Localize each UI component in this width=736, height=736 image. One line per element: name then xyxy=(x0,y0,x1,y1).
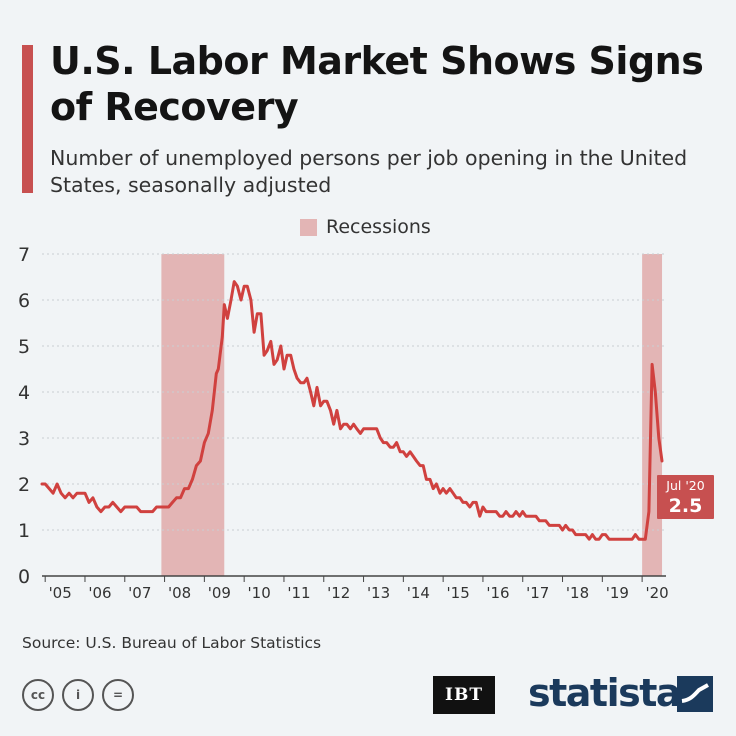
x-tick-label: '18 xyxy=(566,584,589,602)
callout-value: 2.5 xyxy=(669,495,703,517)
x-tick-label: '19 xyxy=(606,584,629,602)
last-value-callout xyxy=(657,475,714,519)
ibt-logo: IBT xyxy=(433,676,495,714)
x-tick-label: '10 xyxy=(248,584,271,602)
callout-date: Jul '20 xyxy=(665,478,704,493)
recession-band-0 xyxy=(161,254,225,576)
x-tick-label: '14 xyxy=(407,584,430,602)
no-derivatives-icon: = xyxy=(102,679,134,711)
x-tick-label: '16 xyxy=(486,584,509,602)
y-tick-label: 2 xyxy=(18,474,30,496)
statista-logo-icon xyxy=(677,676,713,712)
chart-title: U.S. Labor Market Shows Signs of Recover… xyxy=(50,39,704,129)
x-tick-label: '13 xyxy=(367,584,390,602)
source-note: Source: U.S. Bureau of Labor Statistics xyxy=(22,634,322,652)
x-tick-label: '08 xyxy=(168,584,191,602)
y-tick-label: 4 xyxy=(18,382,30,404)
x-tick-label: '05 xyxy=(49,584,72,602)
statista-logo: statista xyxy=(528,671,682,715)
x-tick-label: '17 xyxy=(526,584,549,602)
y-tick-label: 3 xyxy=(18,428,30,450)
legend-recession-swatch xyxy=(300,218,317,236)
y-tick-label: 5 xyxy=(18,336,30,358)
y-tick-label: 1 xyxy=(18,520,30,542)
chart-subtitle: Number of unemployed persons per job ope… xyxy=(50,146,688,197)
legend-recession-label: Recessions xyxy=(326,216,431,238)
x-tick-label: '09 xyxy=(208,584,231,602)
x-tick-label: '20 xyxy=(646,584,669,602)
license-icons: cc i = xyxy=(22,679,134,711)
x-tick-label: '11 xyxy=(287,584,310,602)
y-tick-label: 0 xyxy=(18,566,30,588)
attribution-icon: i xyxy=(62,679,94,711)
series-line xyxy=(40,280,664,541)
x-tick-label: '07 xyxy=(128,584,151,602)
x-tick-label: '15 xyxy=(447,584,470,602)
x-tick-label: '12 xyxy=(327,584,350,602)
y-tick-label: 6 xyxy=(18,290,30,312)
legend: Recessions xyxy=(300,215,431,239)
y-tick-label: 7 xyxy=(18,244,30,266)
title-accent-bar xyxy=(22,45,33,193)
cc-icon: cc xyxy=(22,679,54,711)
x-tick-label: '06 xyxy=(88,584,111,602)
